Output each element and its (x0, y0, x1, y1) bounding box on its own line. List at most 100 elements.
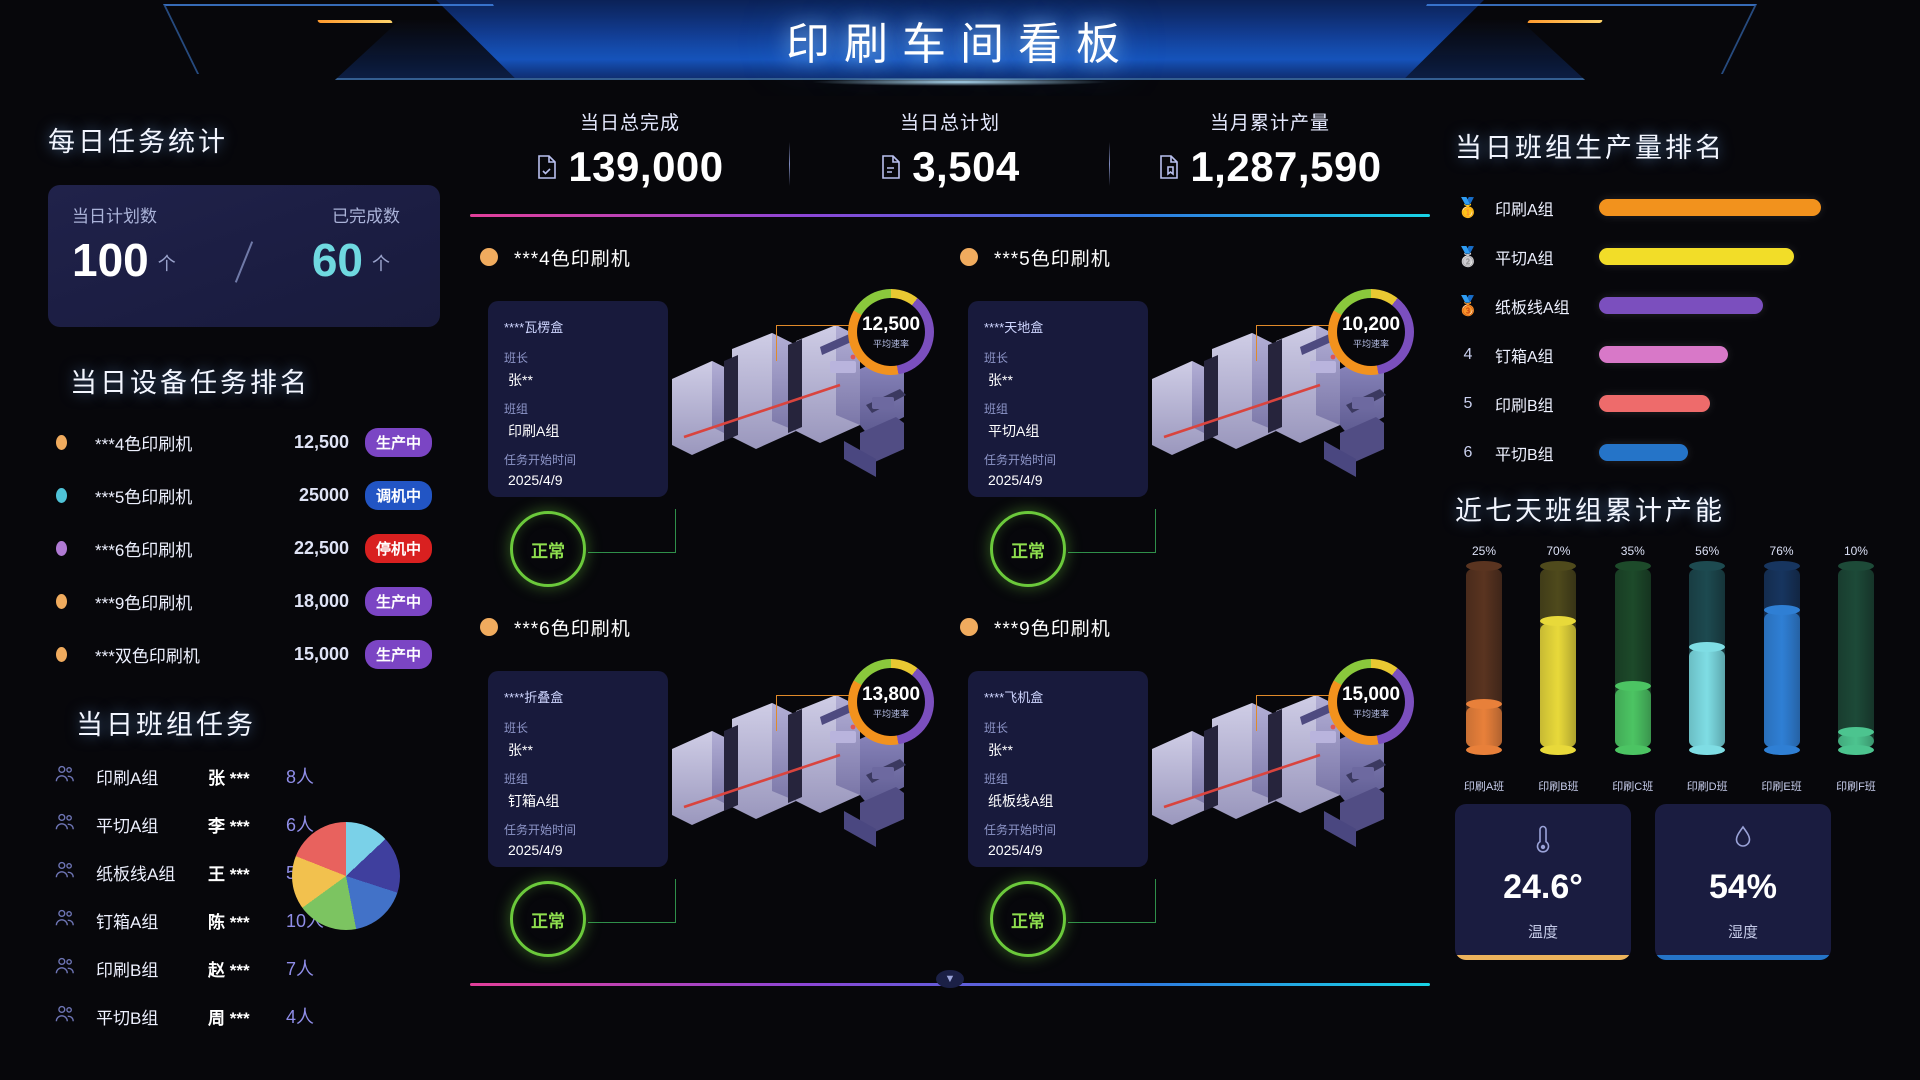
output-rank-row[interactable]: 🥇 印刷A组 (1455, 183, 1885, 232)
header-glow (810, 78, 1110, 86)
kpi-separator (789, 142, 790, 186)
capacity-track (1540, 561, 1577, 755)
capacity-fill (1689, 641, 1726, 755)
capacity-value-label: 10% (1843, 544, 1868, 558)
temperature-label: 温度 (1527, 923, 1558, 941)
team-task-row[interactable]: 印刷B组 赵 *** 7人 (48, 944, 448, 992)
rate-gauge: 10,200 平均速率 (1328, 289, 1414, 375)
equipment-name: ***4色印刷机 (95, 435, 193, 454)
output-rank-row[interactable]: 4 钉箱A组 (1455, 330, 1885, 379)
capacity-track-top (1540, 561, 1577, 571)
team-task-row[interactable]: 印刷A组 张 *** 8人 (48, 752, 448, 800)
rate-value: 10,200 (1341, 314, 1401, 335)
people-icon (54, 1004, 80, 1029)
team-value: 平切A组 (988, 423, 1040, 439)
machine-card[interactable]: ***5色印刷机 ****天地盒 班长 张** 班组 平切A组 任务开始时间 2025/4/9… (950, 239, 1430, 609)
temperature-accent-bar (1455, 955, 1631, 960)
rank-number: 5 (1463, 394, 1473, 412)
status-leader-line (1068, 509, 1156, 553)
team-value: 纸板线A组 (988, 793, 1054, 809)
machine-status-text: 正常 (531, 541, 565, 561)
capacity-fill (1466, 699, 1502, 755)
status-dot-icon (56, 594, 67, 609)
capacity-fill-bottom (1689, 745, 1726, 755)
kpi-label: 当日总完成 (579, 113, 680, 134)
team-member-count: 6人 (286, 815, 315, 835)
team-leader: 张 *** (208, 768, 250, 788)
capacity-fill-top (1837, 726, 1874, 737)
capacity-track-top (1763, 561, 1800, 571)
daily-stats-card: 当日计划数 已完成数 100 个 60 个 (48, 185, 440, 327)
equipment-rank-title: 当日设备任务排名 (70, 368, 310, 398)
capacity-track-top (1466, 561, 1502, 571)
team-distribution-pie-chart (292, 822, 400, 930)
rate-value: 15,000 (1341, 684, 1401, 705)
gauge-inner-hole (857, 298, 925, 366)
capacity-bar: 35% 印刷C班 (1610, 544, 1656, 793)
capacity-value-label: 70% (1546, 544, 1571, 558)
status-leader-line (588, 879, 676, 923)
kpi-label: 当月累计产量 (1209, 113, 1330, 134)
top-divider-rule (470, 214, 1430, 217)
output-rank-row[interactable]: 🥉 纸板线A组 (1455, 281, 1885, 330)
header-accent-right (1527, 20, 1603, 23)
team-name: 平切A组 (1495, 250, 1554, 268)
machine-status-badge: 正常 (510, 511, 586, 587)
output-rank-row[interactable]: 6 平切B组 (1455, 428, 1885, 477)
equipment-rank-row[interactable]: ***6色印刷机 22,500 停机中 (48, 522, 448, 575)
kpi-card: 当月累计产量 1,287,590 (1110, 108, 1430, 191)
output-rank-row[interactable]: 🥈 平切A组 (1455, 232, 1885, 281)
humidity-label: 湿度 (1727, 923, 1758, 941)
status-badge: 生产中 (365, 587, 433, 616)
output-rank-row[interactable]: 5 印刷B组 (1455, 379, 1885, 428)
capacity-category-label: 印刷A班 (1463, 781, 1505, 793)
capacity-track (1689, 561, 1726, 755)
kpi-separator (1109, 142, 1110, 186)
equipment-rank-row[interactable]: ***5色印刷机 25000 调机中 (48, 469, 448, 522)
done-count-unit: 个 (372, 254, 390, 274)
header-accent-left (317, 20, 393, 23)
medal-icon: 🥈 (1456, 246, 1480, 268)
team-member-count: 4人 (286, 1007, 315, 1027)
equipment-rank-row[interactable]: ***9色印刷机 18,000 生产中 (48, 575, 448, 628)
team-leader: 赵 *** (208, 960, 250, 980)
machine-status-badge: 正常 (990, 881, 1066, 957)
capacity-fill-top (1540, 616, 1577, 627)
team-name: 钉箱A组 (96, 912, 159, 932)
machine-status-text: 正常 (1011, 541, 1045, 561)
capacity-fill (1614, 680, 1651, 755)
medal-icon: 🥇 (1456, 197, 1480, 219)
machine-info-panel: ****天地盒 班长 张** 班组 平切A组 任务开始时间 2025/4/9 (968, 301, 1148, 497)
capacity-chart-title: 近七天班组累计产能 (1455, 496, 1725, 526)
humidity-accent-bar (1655, 955, 1831, 960)
equipment-rank-row[interactable]: ***4色印刷机 12,500 生产中 (48, 416, 448, 469)
machine-status-badge: 正常 (510, 881, 586, 957)
rate-value: 13,800 (861, 684, 921, 705)
start-time-label: 任务开始时间 (504, 823, 577, 837)
chevron-down-icon[interactable]: ▼ (936, 970, 964, 988)
capacity-bar: 10% 印刷F班 (1833, 544, 1879, 793)
team-leader: 陈 *** (208, 912, 250, 932)
team-task-row[interactable]: 平切A组 李 *** 6人 (48, 800, 448, 848)
capacity-bar: 25% 印刷A班 (1461, 544, 1507, 793)
machine-status-dot-icon (960, 248, 978, 266)
machine-grid: ***4色印刷机 ****瓦楞盒 班长 张** 班组 印刷A组 任务开始时间 2025/4/9… (470, 239, 1430, 979)
product-name: ****折叠盒 (504, 690, 564, 705)
capacity-track-top (1689, 561, 1726, 571)
team-task-row[interactable]: 平切B组 周 *** 4人 (48, 992, 448, 1040)
equipment-value: 22,500 (293, 538, 349, 558)
rate-label: 平均速率 (1352, 339, 1389, 349)
rank-number: 4 (1463, 345, 1473, 363)
status-leader-line (588, 509, 676, 553)
machine-card[interactable]: ***9色印刷机 ****飞机盒 班长 张** 班组 纸板线A组 任务开始时间 2025/4/… (950, 609, 1430, 979)
team-name: 印刷B组 (1495, 397, 1554, 415)
rate-gauge: 15,000 平均速率 (1328, 659, 1414, 745)
equipment-rank-row[interactable]: ***双色印刷机 15,000 生产中 (48, 628, 448, 681)
machine-card[interactable]: ***6色印刷机 ****折叠盒 班长 张** 班组 钉箱A组 任务开始时间 2025/4/9… (470, 609, 950, 979)
machine-card[interactable]: ***4色印刷机 ****瓦楞盒 班长 张** 班组 印刷A组 任务开始时间 2025/4/9… (470, 239, 950, 609)
output-bar (1599, 297, 1764, 314)
gauge-inner-hole (1337, 298, 1405, 366)
gauge-leader-line (776, 325, 850, 361)
